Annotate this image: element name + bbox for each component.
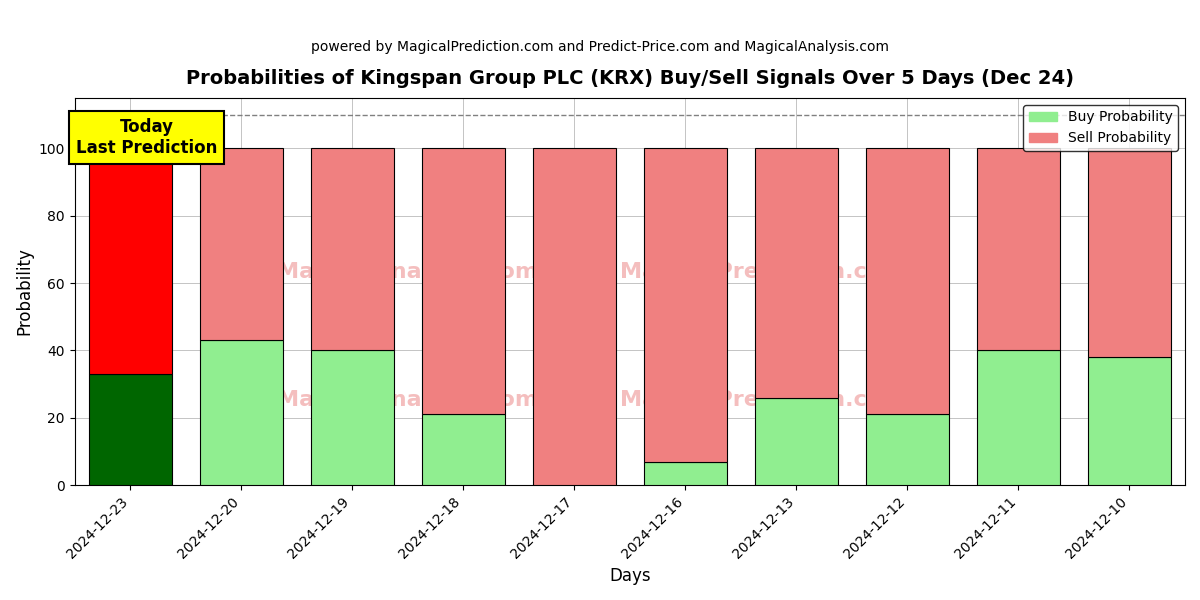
Bar — [643, 461, 727, 485]
Title: Probabilities of Kingspan Group PLC (KRX) Buy/Sell Signals Over 5 Days (Dec 24): Probabilities of Kingspan Group PLC (KRX… — [186, 69, 1074, 88]
Bar — [89, 374, 172, 485]
Bar — [533, 148, 616, 485]
Bar — [311, 350, 394, 485]
Bar — [977, 350, 1060, 485]
Y-axis label: Probability: Probability — [16, 248, 34, 335]
Legend: Buy Probability, Sell Probability: Buy Probability, Sell Probability — [1024, 105, 1178, 151]
Bar — [199, 148, 283, 340]
Text: powered by MagicalPrediction.com and Predict-Price.com and MagicalAnalysis.com: powered by MagicalPrediction.com and Pre… — [311, 40, 889, 54]
Bar — [865, 148, 949, 415]
Text: MagicalAnalysis.com: MagicalAnalysis.com — [277, 262, 539, 282]
Bar — [421, 415, 505, 485]
Bar — [89, 148, 172, 374]
Bar — [421, 148, 505, 415]
Bar — [199, 340, 283, 485]
Text: MagicalPrediction.com: MagicalPrediction.com — [620, 262, 906, 282]
Text: MagicalPrediction.com: MagicalPrediction.com — [620, 390, 906, 410]
Bar — [311, 148, 394, 350]
Text: Today
Last Prediction: Today Last Prediction — [76, 118, 217, 157]
Text: MagicalAnalysis.com: MagicalAnalysis.com — [277, 390, 539, 410]
Bar — [865, 415, 949, 485]
X-axis label: Days: Days — [610, 567, 650, 585]
Bar — [977, 148, 1060, 350]
Bar — [1088, 357, 1171, 485]
Bar — [755, 148, 838, 398]
Bar — [1088, 148, 1171, 357]
Bar — [755, 398, 838, 485]
Bar — [643, 148, 727, 461]
